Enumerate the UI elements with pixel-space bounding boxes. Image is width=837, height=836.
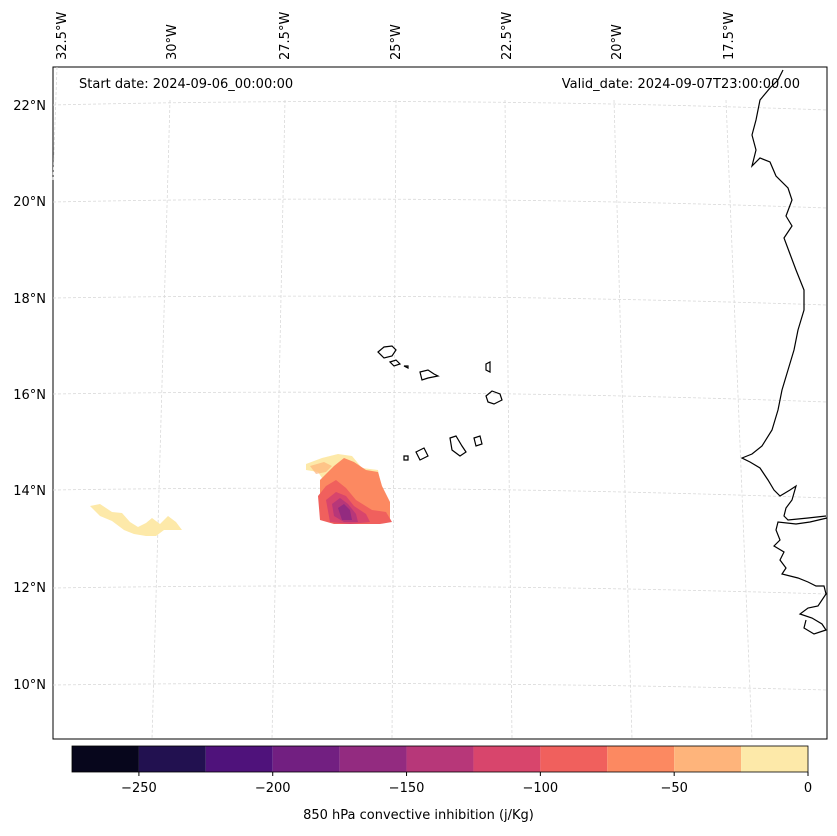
- lat-label: 18°N: [13, 292, 46, 307]
- lon-label: 30°W: [165, 24, 180, 60]
- gridlines: [52, 66, 828, 740]
- lon-label: 20°W: [610, 24, 625, 60]
- cin-patch-west: [90, 504, 182, 536]
- lon-label: 32.5°W: [55, 12, 70, 60]
- african-coastline: [740, 69, 828, 635]
- colorbar-segment: [540, 746, 608, 772]
- lon-labels: 32.5°W 30°W 27.5°W 25°W 22.5°W 20°W 17.5…: [55, 12, 737, 60]
- colorbar: [71, 745, 809, 773]
- valid-date-label: Valid_date: 2024-09-07T23:00:00.00: [561, 77, 800, 92]
- colorbar-segment: [272, 746, 340, 772]
- colorbar-tick-label: −100: [523, 781, 559, 796]
- map-frame: [52, 66, 828, 740]
- colorbar-tick-label: 0: [804, 781, 812, 796]
- lat-label: 22°N: [13, 99, 46, 114]
- colorbar-segment: [205, 746, 273, 772]
- lon-label: 25°W: [389, 24, 404, 60]
- colorbar-label: 850 hPa convective inhibition (j/Kg): [303, 808, 534, 823]
- colorbar-tick-label: −50: [660, 781, 687, 796]
- lat-label: 14°N: [13, 484, 46, 499]
- lat-label: 12°N: [13, 581, 46, 596]
- colorbar-segment: [406, 746, 474, 772]
- start-date-label: Start date: 2024-09-06_00:00:00: [79, 77, 294, 92]
- colorbar-segment: [741, 746, 808, 772]
- colorbar-segment: [674, 746, 742, 772]
- lat-label: 20°N: [13, 195, 46, 210]
- colorbar-segment: [607, 746, 675, 772]
- colorbar-outline: [71, 745, 809, 773]
- lon-label: 22.5°W: [500, 12, 515, 60]
- colorbar-segment: [72, 746, 139, 772]
- colorbar-tick-label: −250: [121, 781, 157, 796]
- colorbar-segment: [473, 746, 541, 772]
- lat-labels: 22°N 20°N 18°N 16°N 14°N 12°N 10°N: [13, 99, 46, 693]
- colorbar-ticks: −250 −200 −150 −100 −50 0: [121, 772, 812, 796]
- colorbar-tick-label: −150: [389, 781, 425, 796]
- lat-label: 10°N: [13, 678, 46, 693]
- lon-label: 17.5°W: [722, 12, 737, 60]
- cin-patch-pale: [310, 462, 332, 474]
- colorbar-segment: [339, 746, 407, 772]
- colorbar-tick-label: −200: [255, 781, 291, 796]
- cin-field: [90, 454, 392, 536]
- cape-verde-islands: [377, 345, 503, 461]
- cin-patch-violet: [338, 504, 352, 520]
- colorbar-segment: [138, 746, 206, 772]
- lon-label: 27.5°W: [278, 12, 293, 60]
- lat-label: 16°N: [13, 388, 46, 403]
